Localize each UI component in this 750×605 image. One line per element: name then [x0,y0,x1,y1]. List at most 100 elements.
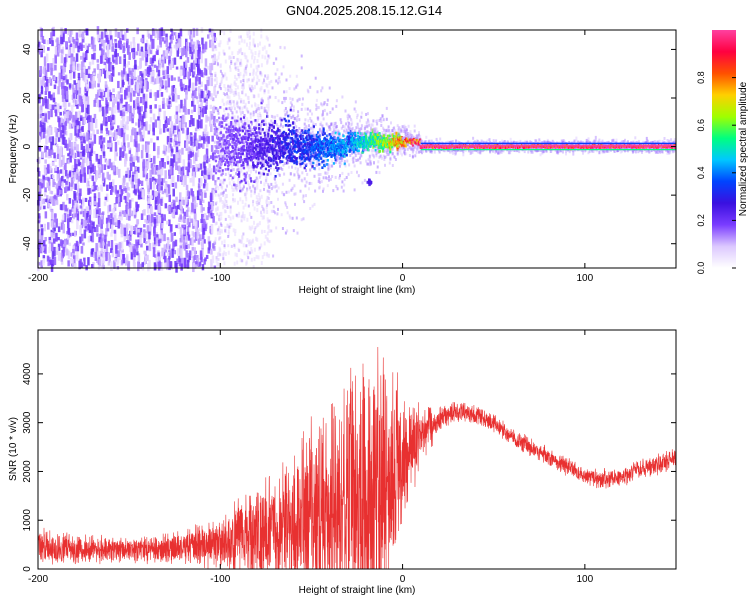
spectrogram-cell [214,171,218,175]
spectrogram-cell [76,211,80,222]
spectrogram-cell [273,140,277,144]
spectrogram-cell [95,185,98,191]
spectrogram-cell [144,256,147,264]
spectrogram-cell [79,134,83,141]
spectrogram-cell [59,111,62,116]
spectrogram-cell [177,76,181,82]
spectrogram-cell [110,213,113,219]
spectrogram-cell [126,240,129,246]
spectrogram-cell [169,137,173,143]
spectrogram-cell [148,243,152,252]
spectrogram-cell [190,115,193,125]
spectrogram-cell [128,78,132,88]
spectrogram-cell [317,131,320,134]
spectrogram-cell [253,132,256,136]
spectrogram-cell [176,157,179,164]
spectrogram-cell [239,155,242,159]
spectrogram-cell [109,182,112,189]
spectrogram-cell [233,62,236,66]
spectrogram-cell [283,96,286,100]
spectrogram-cell [235,163,238,167]
spectrogram-cell [252,202,254,207]
spectrogram-cell [222,190,225,194]
spectrogram-cell [220,173,223,177]
spectrogram-cell [79,132,82,137]
spectrogram-cell [251,225,254,230]
spectrogram-cell [54,109,58,117]
spectrogram-cell [179,55,183,60]
spectrogram-cell [74,142,77,147]
spectrogram-cell [229,206,232,211]
spectrogram-cell [207,136,210,144]
spectrogram-cell [95,243,98,253]
spectrogram-cell [109,130,112,136]
spectrogram-cell [108,57,111,63]
spectrogram-cell [162,150,166,154]
spectrogram-cell [77,242,80,246]
spectrogram-cell [231,111,234,115]
spectrogram-cell [245,244,248,248]
spectrogram-cell [228,130,232,133]
spectrogram-cell [270,119,273,123]
spectrogram-cell [100,48,104,57]
spectrogram-cell [204,41,208,50]
spectrogram-cell [213,132,216,136]
spectrogram-cell [299,153,302,156]
spectrogram-cell [317,155,320,158]
spectrogram-cell [237,179,240,184]
spectrogram-cell [48,149,51,157]
spectrogram-cell [303,131,306,134]
spectrogram-cell [131,179,134,189]
spectrogram-cell [253,220,255,225]
spectrogram-cell [55,129,59,138]
spectrogram-cell [169,47,173,54]
spectrogram-cell [229,85,231,89]
spectrogram-cell [219,157,222,161]
spectrogram-cell [310,149,314,152]
spectrogram-cell [293,87,296,91]
spectrogram-cell [181,47,184,57]
spectrogram-cell [85,77,88,84]
spectrogram-cell [216,137,219,141]
spectrogram-cell [224,72,227,77]
spectrogram-cell [102,49,105,57]
spectrogram-cell [305,180,308,184]
spectrogram-cell [235,110,238,114]
spectrogram-cell [270,182,273,186]
spectrogram-cell [106,184,109,191]
spectrogram-cell [50,67,53,76]
spectrogram-cell [124,89,127,100]
spectrogram-cell [211,43,215,52]
spectrogram-cell [53,152,56,159]
spectrogram-cell [160,198,163,206]
spectrogram-cell [169,116,172,122]
spectrogram-cell [62,224,65,234]
spectrogram-cell [196,150,200,158]
spectrogram-cell [303,126,306,130]
spectrogram-cell [79,236,82,244]
spectrogram-cell [164,170,167,179]
spectrogram-cell [268,137,271,141]
spectrogram-cell [183,98,187,108]
spectrogram-cell [272,139,275,142]
spectrogram-cell [248,157,251,160]
spectrogram-cell [226,163,229,167]
spectrogram-cell [241,187,244,191]
spectrogram-cell [166,220,169,225]
spectrogram-cell [275,161,278,165]
spectrogram-cell [185,89,188,100]
spectrogram-cell [73,80,76,85]
spectrogram-cell [155,232,158,236]
spectrogram-cell [311,204,314,208]
spectrogram-cell [276,169,279,172]
spectrogram-cell [137,166,140,173]
spectrogram-cell [136,219,140,225]
spectrogram-cell [217,141,220,144]
spectrogram-cell [48,91,51,99]
spectrogram-cell [238,170,241,174]
spectrogram-cell [114,28,118,37]
spectrogram-cell [218,116,221,120]
spectrogram-cell [258,201,261,205]
spectrogram-cell [166,66,169,75]
spectrogram-cell [183,46,186,56]
